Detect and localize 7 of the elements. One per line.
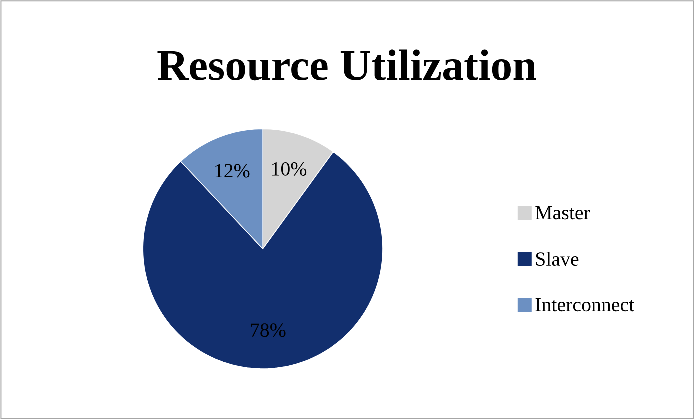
legend-label: Master <box>536 206 590 220</box>
data-label: 12% <box>216 164 250 178</box>
legend-label: Interconnect <box>536 298 635 312</box>
legend-label: Slave <box>536 252 579 266</box>
data-label: 78% <box>251 324 286 338</box>
data-label: 10% <box>272 162 307 176</box>
chart-title: Resource Utilization <box>158 50 536 81</box>
